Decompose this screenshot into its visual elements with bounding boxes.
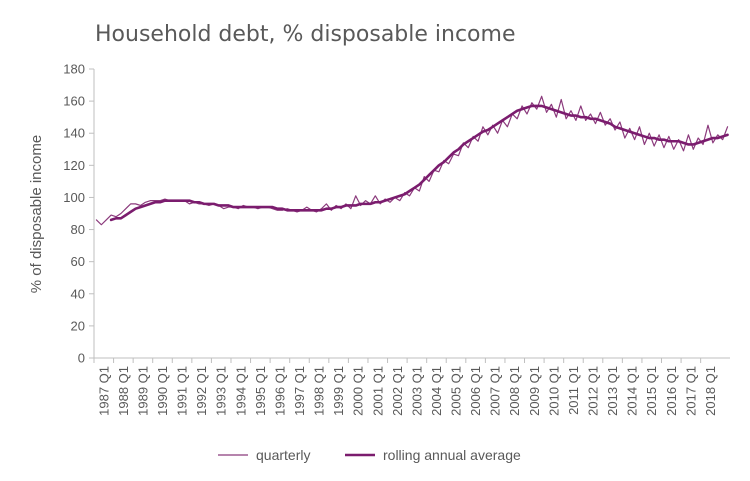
y-axis-title: % of disposable income [28,135,45,293]
x-tick-label: 1999 Q1 [331,366,346,416]
x-tick-label: 2003 Q1 [409,366,424,416]
y-tick-label: 180 [63,62,85,77]
y-tick-label: 60 [71,254,85,269]
x-tick-label: 2004 Q1 [429,366,444,416]
y-tick-label: 140 [63,126,85,141]
x-tick-label: 1996 Q1 [272,366,287,416]
y-tick-label: 80 [71,222,85,237]
x-tick-label: 1989 Q1 [135,366,150,416]
plot-area [95,95,729,226]
x-tick-label: 2014 Q1 [625,366,640,416]
y-tick-label: 0 [78,351,85,366]
x-tick-label: 2013 Q1 [605,366,620,416]
legend-label-rolling-annual-average: rolling annual average [383,447,521,463]
legend: quarterly rolling annual average [218,447,521,463]
y-axis: 0 20 40 60 80 100 120 140 160 180 [63,62,94,366]
y-tick-label: 160 [63,94,85,109]
x-tick-label: 1995 Q1 [253,366,268,416]
y-tick-label: 40 [71,286,85,301]
x-tick-label: 1990 Q1 [155,366,170,416]
series-line-quarterly [95,95,729,226]
x-tick-label: 2005 Q1 [449,366,464,416]
x-axis: 1987 Q1 1988 Q1 1989 Q1 1990 Q1 1991 Q1 1992 … [93,358,718,416]
x-tick-label: 2011 Q1 [566,366,581,415]
legend-label-quarterly: quarterly [256,447,310,463]
x-tick-label: 2016 Q1 [664,366,679,416]
series-line-rolling-annual-average [109,104,729,222]
x-tick-label: 2000 Q1 [351,366,366,416]
x-tick-label: 2009 Q1 [527,366,542,416]
x-tick-label: 2006 Q1 [468,366,483,416]
x-tick-label: 1991 Q1 [175,366,190,416]
x-tick-label: 2017 Q1 [683,366,698,416]
x-tick-label: 2012 Q1 [586,366,601,416]
x-tick-label: 1988 Q1 [116,366,131,416]
x-tick-label: 2001 Q1 [370,366,385,416]
x-tick-label: 2008 Q1 [507,366,522,416]
x-tick-label: 1994 Q1 [233,366,248,416]
x-tick-label: 1998 Q1 [312,366,327,416]
x-tick-label: 2007 Q1 [488,366,503,416]
x-tick-label: 1997 Q1 [292,366,307,416]
chart-title: Household debt, % disposable income [95,22,516,47]
x-tick-label: 2018 Q1 [703,366,718,416]
x-tick-label: 1987 Q1 [96,366,111,416]
x-tick-label: 2010 Q1 [546,366,561,416]
x-tick-label: 2002 Q1 [390,366,405,416]
y-tick-label: 100 [63,190,85,205]
y-tick-label: 120 [63,158,85,173]
y-tick-label: 20 [71,318,85,333]
x-tick-label: 2015 Q1 [644,366,659,416]
x-tick-label: 1993 Q1 [214,366,229,416]
x-tick-label: 1992 Q1 [194,366,209,416]
